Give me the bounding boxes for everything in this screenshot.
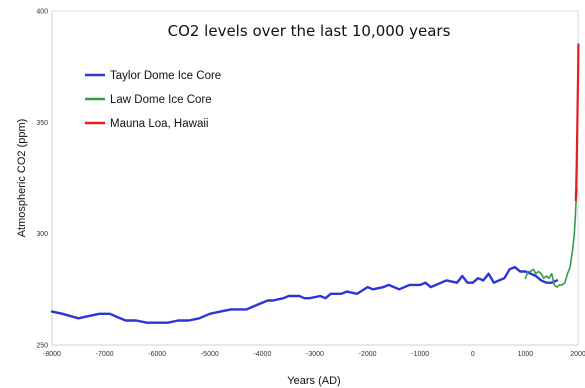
x-tick-label: 1000 xyxy=(518,351,534,358)
series-line-taylor-dome-ice-core xyxy=(50,265,559,324)
x-tick-label: -2000 xyxy=(359,351,377,358)
x-tick-labels: -8000 -7000 -6000 -5000 -4000 -3000 -2000 -1000… xyxy=(43,351,585,358)
y-tick-label: 350 xyxy=(36,120,48,127)
x-tick-label: -3000 xyxy=(306,351,324,358)
legend: Taylor Dome Ice Core Law Dome Ice Core Mau… xyxy=(85,70,221,130)
series-lines xyxy=(50,43,580,324)
x-tick-label: -1000 xyxy=(411,351,429,358)
legend-label: Mauna Loa, Hawaii xyxy=(110,118,208,130)
x-tick-label: 2000 xyxy=(570,351,585,358)
x-tick-label: -8000 xyxy=(43,351,61,358)
chart-title: CO2 levels over the last 10,000 years xyxy=(168,22,451,40)
x-tick-label: -7000 xyxy=(96,351,114,358)
x-axis-label: Years (AD) xyxy=(287,375,340,387)
x-tick-label: -6000 xyxy=(148,351,166,358)
y-axis-label: Atmospheric CO2 (ppm) xyxy=(16,119,28,238)
legend-label: Taylor Dome Ice Core xyxy=(110,70,221,82)
y-tick-label: 400 xyxy=(36,9,48,16)
y-tick-label: 300 xyxy=(36,231,48,238)
x-tick-label: -5000 xyxy=(201,351,219,358)
series-line-law-dome-ice-core xyxy=(524,188,578,288)
legend-label: Law Dome Ice Core xyxy=(110,94,212,106)
x-tick-label: 0 xyxy=(471,351,475,358)
series-line-mauna-loa-hawaii xyxy=(574,43,580,202)
x-tick-label: -4000 xyxy=(253,351,271,358)
y-tick-labels: 250 300 350 400 xyxy=(36,9,48,350)
y-tick-label: 250 xyxy=(36,343,48,350)
